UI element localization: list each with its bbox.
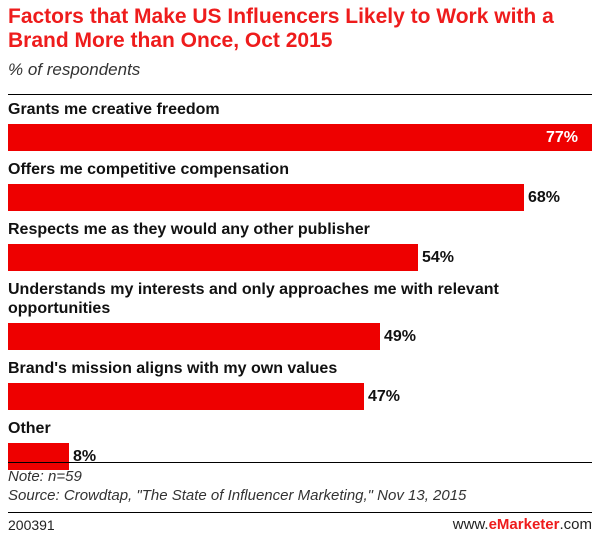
top-divider <box>8 94 592 95</box>
category-label: Grants me creative freedom <box>8 101 220 118</box>
category-label: Other <box>8 420 51 437</box>
bar-value-label: 68% <box>528 189 561 206</box>
bar-value-label: 47% <box>368 388 401 405</box>
footer-divider <box>8 512 592 513</box>
bar <box>8 124 592 151</box>
bar <box>8 443 69 470</box>
bottom-divider <box>8 462 592 463</box>
category-label: Respects me as they would any other publ… <box>8 221 370 238</box>
chart-title: Factors that Make US Influencers Likely … <box>8 5 554 52</box>
brand-name: eMarketer <box>488 516 560 533</box>
category-label: Understands my interests and only approa… <box>8 281 499 317</box>
bar <box>8 383 364 410</box>
brand-suffix: .com <box>559 516 592 533</box>
brand-logo[interactable]: www.eMarketer.com <box>453 516 592 533</box>
brand-prefix: www. <box>452 516 489 533</box>
bar-chart: Grants me creative freedom 77% Offers me c… <box>0 100 600 470</box>
bar-value-label: 8% <box>73 448 97 465</box>
chart-source: Source: Crowdtap, "The State of Influenc… <box>8 487 467 504</box>
chart-id: 200391 <box>8 517 55 533</box>
category-label: Brand's mission aligns with my own value… <box>8 360 338 377</box>
bar-value-label: 49% <box>384 328 417 345</box>
bar-value-label: 54% <box>422 249 455 266</box>
chart-note: Note: n=59 <box>8 468 82 485</box>
chart-subtitle: % of respondents <box>8 60 141 79</box>
bar <box>8 244 418 271</box>
category-label: Offers me competitive compensation <box>8 161 289 178</box>
bar-value-label: 77% <box>546 129 579 146</box>
bar <box>8 323 380 350</box>
bar <box>8 184 524 211</box>
